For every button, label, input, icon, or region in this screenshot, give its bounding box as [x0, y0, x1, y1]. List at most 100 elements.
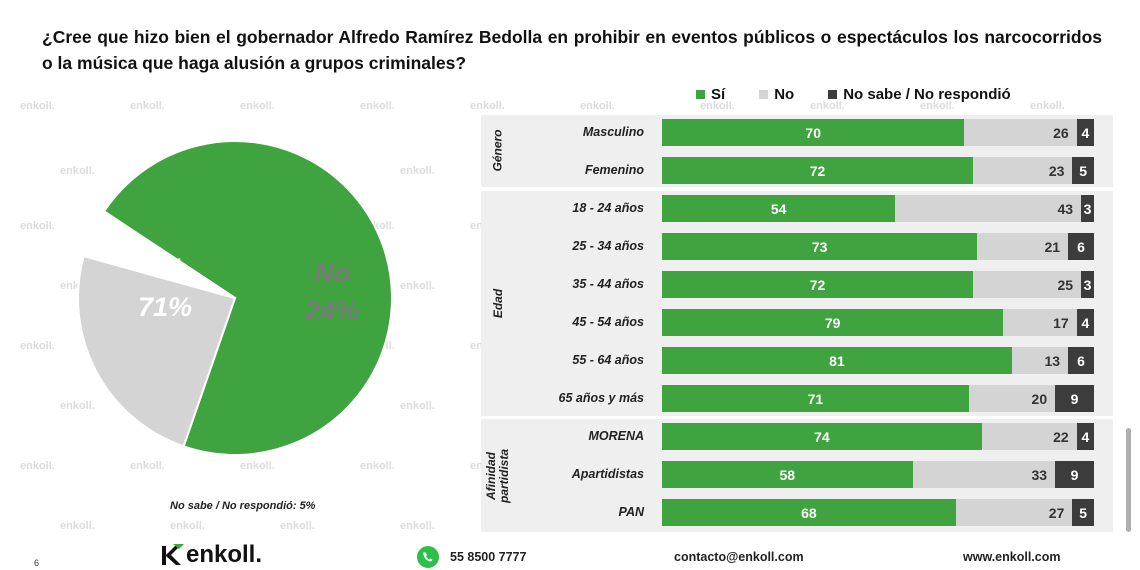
bar-segment-no: 25 — [973, 271, 1082, 298]
watermark-text: enkoll. — [360, 220, 395, 232]
bar-value-label: 4 — [1081, 428, 1090, 445]
bar-value-label: 3 — [1083, 276, 1092, 293]
bar-value-label: 9 — [1070, 390, 1079, 407]
footer-email[interactable]: contacto@enkoll.com — [674, 550, 804, 564]
page-number: 6 — [34, 558, 40, 568]
watermark-text: enkoll. — [400, 280, 435, 292]
bar-row-label: 35 - 44 años — [572, 277, 644, 291]
bar-value-label: 4 — [1081, 124, 1090, 141]
watermark-text: enkoll. — [60, 165, 95, 177]
bar-row-label: 45 - 54 años — [572, 315, 644, 329]
bar-segment-no: 33 — [912, 461, 1056, 488]
legend-item-ns: No sabe / No respondió — [828, 86, 1011, 103]
bar-value-label: 9 — [1070, 466, 1079, 483]
bar-segment-no: 23 — [973, 157, 1073, 184]
bar-row: 70 26 4 — [662, 119, 1094, 146]
bar-row: 72 23 5 — [662, 157, 1094, 184]
group-edad-title: Edad — [490, 288, 505, 318]
enkoll-logo-icon — [162, 544, 184, 565]
watermark-text: enkoll. — [470, 100, 505, 112]
watermark-text: enkoll. — [130, 220, 165, 232]
watermark-text: enkoll. — [130, 340, 165, 352]
legend-label-no: No — [774, 85, 795, 103]
bar-row-label: Femenino — [584, 163, 644, 177]
bar-value-label: 72 — [809, 276, 826, 293]
bar-segment-ns: 6 — [1068, 233, 1094, 260]
bar-value-label: 33 — [1031, 466, 1048, 483]
watermark-text: enkoll. — [20, 460, 55, 472]
watermark-text: enkoll. — [170, 520, 205, 532]
bar-value-label: 27 — [1048, 504, 1065, 521]
watermark-text: enkoll. — [920, 100, 955, 112]
bar-segment-ns: 9 — [1055, 385, 1094, 412]
watermark-text: enkoll. — [60, 400, 95, 412]
watermark-text: enkoll. — [360, 460, 395, 472]
bar-row: 68 27 5 — [662, 499, 1094, 526]
watermark-text: enkoll. — [240, 340, 275, 352]
bar-value-label: 4 — [1081, 314, 1090, 331]
bar-value-label: 3 — [1083, 200, 1092, 217]
watermark-text: enkoll. — [360, 100, 395, 112]
bar-segment-ns: 6 — [1068, 347, 1094, 374]
enkoll-logo-text: enkoll. — [186, 541, 263, 568]
watermark-text: enkoll. — [20, 220, 55, 232]
pie-label-si-value: 71% — [137, 292, 193, 322]
bar-row-label: Masculino — [582, 125, 644, 139]
bar-segment-si: 54 — [662, 195, 896, 222]
bar-value-label: 22 — [1053, 428, 1069, 445]
pie-label-si: Sí 71% — [110, 250, 220, 326]
watermark-text: enkoll. — [130, 460, 165, 472]
bar-segment-no: 22 — [981, 423, 1077, 450]
bar-row-label: 25 - 34 años — [572, 239, 644, 253]
bar-row: 58 33 9 — [662, 461, 1094, 488]
pie-label-no-value: 24% — [304, 296, 360, 326]
bar-value-label: 25 — [1057, 276, 1074, 293]
bar-segment-ns: 4 — [1076, 423, 1094, 450]
footer-phone-text: 55 8500 7777 — [450, 550, 527, 564]
bar-row: 74 22 4 — [662, 423, 1094, 450]
watermark-text: enkoll. — [400, 520, 435, 532]
bar-value-label: 79 — [824, 314, 841, 331]
pie-label-no: No 24% — [277, 254, 387, 330]
watermark-text: enkoll. — [20, 100, 55, 112]
bar-segment-no: 13 — [1011, 347, 1069, 374]
bar-segment-si: 73 — [662, 233, 978, 260]
bar-segment-no: 43 — [895, 195, 1082, 222]
chart-legend: Sí No No sabe / No respondió — [696, 84, 1045, 104]
bar-value-label: 54 — [770, 200, 787, 217]
bar-value-label: 23 — [1048, 162, 1065, 179]
watermark-text: enkoll. — [360, 340, 395, 352]
bar-value-label: 43 — [1057, 200, 1074, 217]
bar-row-label: 18 - 24 años — [572, 201, 644, 215]
bar-value-label: 70 — [805, 124, 821, 141]
bar-row: 54 43 3 — [662, 195, 1094, 222]
bar-row-label: Apartidistas — [571, 467, 644, 481]
scrollbar[interactable] — [1126, 428, 1131, 532]
watermark-text: enkoll. — [240, 100, 275, 112]
group-edad-box — [481, 191, 1113, 416]
bar-value-label: 74 — [814, 428, 830, 445]
bar-segment-no: 27 — [955, 499, 1073, 526]
bar-row-label: PAN — [618, 505, 644, 519]
watermark-text: enkoll. — [170, 165, 205, 177]
bar-value-label: 81 — [829, 352, 845, 369]
watermark-text: enkoll. — [240, 220, 275, 232]
bar-value-label: 71 — [807, 390, 824, 407]
watermark-text: enkoll. — [240, 460, 275, 472]
bar-row: 71 20 9 — [662, 385, 1094, 412]
watermark-text: enkoll. — [60, 280, 95, 292]
bar-segment-ns: 9 — [1055, 461, 1094, 488]
footer-website[interactable]: www.enkoll.com — [963, 550, 1061, 564]
watermark-text: enkoll. — [580, 100, 615, 112]
bar-value-label: 5 — [1079, 504, 1088, 521]
bar-segment-si: 68 — [662, 499, 956, 526]
bar-row: 79 17 4 — [662, 309, 1094, 336]
bar-value-label: 17 — [1053, 314, 1069, 331]
bar-segment-ns: 4 — [1076, 309, 1094, 336]
bar-value-label: 72 — [809, 162, 826, 179]
bar-row-label: 65 años y más — [558, 391, 644, 405]
bar-segment-si: 79 — [662, 309, 1004, 336]
whatsapp-icon — [417, 546, 439, 568]
bar-value-label: 73 — [811, 238, 828, 255]
watermark-text: enkoll. — [280, 165, 315, 177]
